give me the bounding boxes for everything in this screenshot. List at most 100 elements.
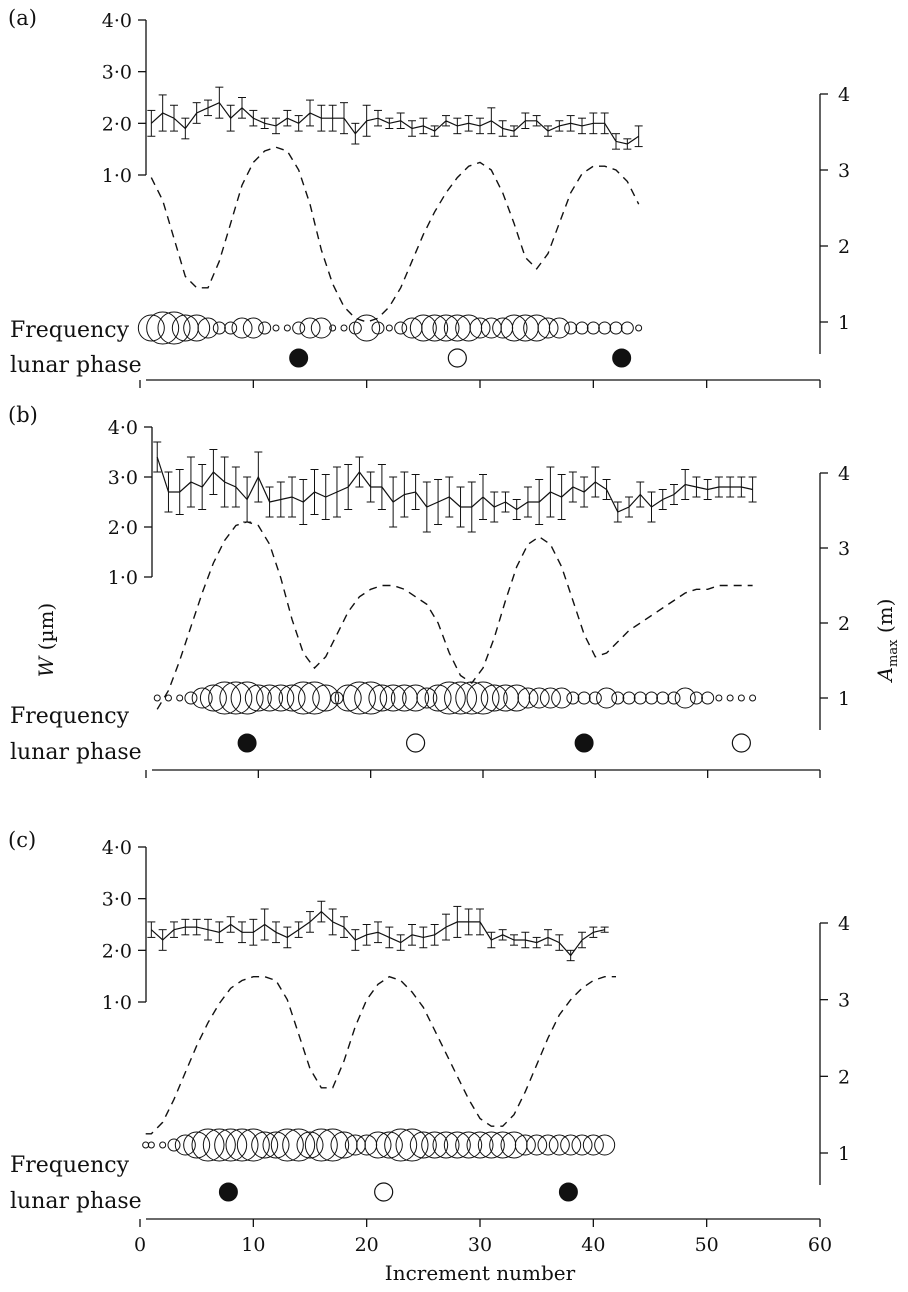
frequency-circle xyxy=(283,324,291,332)
frequency-circle xyxy=(551,687,573,709)
frequency-circle xyxy=(491,684,519,712)
frequency-circle xyxy=(208,681,242,715)
frequency-circle xyxy=(620,321,634,335)
panel-label: (a) xyxy=(8,6,37,30)
frequency-circle xyxy=(312,684,340,712)
right-tick-label: 2 xyxy=(838,236,850,258)
amax-series-line xyxy=(150,146,640,323)
frequency-circle xyxy=(224,321,238,335)
frequency-circle xyxy=(348,321,362,335)
new-moon-marker xyxy=(237,733,257,753)
frequency-circle xyxy=(395,1128,429,1162)
frequency-circle xyxy=(292,321,306,335)
x-axis-title: Increment number xyxy=(385,1261,576,1285)
left-tick-label: 3·0 xyxy=(102,889,132,911)
frequency-circle xyxy=(329,324,337,332)
right-tick-label: 1 xyxy=(838,688,850,710)
panel-label: (c) xyxy=(8,828,36,852)
frequency-circle xyxy=(500,314,528,342)
w-series-line xyxy=(156,456,753,513)
frequency-circle xyxy=(299,317,321,339)
frequency-circle xyxy=(511,314,539,342)
left-tick-label: 1·0 xyxy=(102,992,132,1014)
panel-a: (a) Frequency lunar phase 4·0 3·0 2·0 1·0 4 3… xyxy=(8,6,850,388)
frequency-circle xyxy=(667,691,681,705)
frequency-circle xyxy=(354,681,388,715)
frequency-circle xyxy=(146,311,180,345)
frequency-circle xyxy=(384,1128,418,1162)
left-tick-label: 4·0 xyxy=(102,10,132,32)
frequency-circle xyxy=(656,691,670,705)
frequency-circle xyxy=(598,321,612,335)
frequency-circle xyxy=(278,684,306,712)
frequency-circle xyxy=(444,681,478,715)
amax-series-line xyxy=(145,975,616,1135)
frequency-circle xyxy=(340,324,348,332)
frequency-circle xyxy=(489,1131,517,1159)
frequency-circle xyxy=(316,1128,350,1162)
frequency-circle xyxy=(466,1131,494,1159)
x-tick-label: 30 xyxy=(468,1234,492,1256)
frequency-circle xyxy=(432,681,466,715)
frequency-circle xyxy=(594,1134,616,1156)
frequency-circle xyxy=(183,1131,211,1159)
frequency-circle xyxy=(443,314,471,342)
frequency-label: Frequency xyxy=(10,1153,130,1178)
frequency-circle xyxy=(153,694,161,702)
frequency-circle xyxy=(282,1128,316,1162)
frequency-circle xyxy=(390,684,418,712)
left-tick-label: 3·0 xyxy=(102,62,132,84)
frequency-circle xyxy=(330,691,344,705)
frequency-circle xyxy=(424,684,452,712)
frequency-circle xyxy=(379,684,407,712)
frequency-circle xyxy=(571,1134,593,1156)
full-moon-marker xyxy=(374,1182,394,1202)
frequency-circle xyxy=(219,681,253,715)
frequency-circle xyxy=(575,321,589,335)
frequency-circle xyxy=(330,1131,358,1159)
frequency-circle xyxy=(537,317,559,339)
frequency-circle xyxy=(609,321,623,335)
full-moon-marker xyxy=(447,348,467,368)
x-tick-label: 0 xyxy=(134,1234,146,1256)
frequency-circle xyxy=(137,314,165,342)
frequency-circle xyxy=(225,1128,259,1162)
frequency-circle xyxy=(409,1131,437,1159)
lunar-phase-label: lunar phase xyxy=(10,353,142,378)
frequency-circle xyxy=(191,687,213,709)
frequency-circle xyxy=(242,317,264,339)
x-tick-label: 10 xyxy=(241,1234,265,1256)
frequency-circle xyxy=(157,311,191,345)
left-tick-label: 1·0 xyxy=(108,567,138,589)
frequency-circle xyxy=(230,681,264,715)
frequency-circle xyxy=(256,684,284,712)
frequency-circle xyxy=(231,317,253,339)
frequency-circle xyxy=(528,687,550,709)
frequency-circle xyxy=(635,324,643,332)
new-moon-marker xyxy=(289,348,309,368)
frequency-circle xyxy=(262,1131,290,1159)
frequency-circle xyxy=(701,691,715,705)
frequency-circle xyxy=(443,1131,471,1159)
frequency-circle xyxy=(385,324,393,332)
frequency-circle xyxy=(402,684,430,712)
frequency-circle xyxy=(455,1131,483,1159)
frequency-circle xyxy=(737,694,745,702)
frequency-circle xyxy=(469,317,491,339)
frequency-circle xyxy=(611,691,625,705)
x-tick-label: 40 xyxy=(581,1234,605,1256)
frequency-circle xyxy=(371,321,385,335)
new-moon-marker xyxy=(218,1182,238,1202)
left-tick-label: 3·0 xyxy=(108,467,138,489)
w-series-line xyxy=(150,101,640,145)
new-moon-marker xyxy=(574,733,594,753)
full-moon-marker xyxy=(406,733,426,753)
frequency-circle xyxy=(171,314,199,342)
y-axis-title-right: Amax (m) xyxy=(873,599,901,684)
frequency-circle xyxy=(480,317,502,339)
frequency-circle xyxy=(726,694,734,702)
frequency-circle xyxy=(191,1128,225,1162)
frequency-circle xyxy=(251,1131,279,1159)
frequency-circle xyxy=(368,684,396,712)
y-axis-title-right-sub: max xyxy=(886,639,901,667)
